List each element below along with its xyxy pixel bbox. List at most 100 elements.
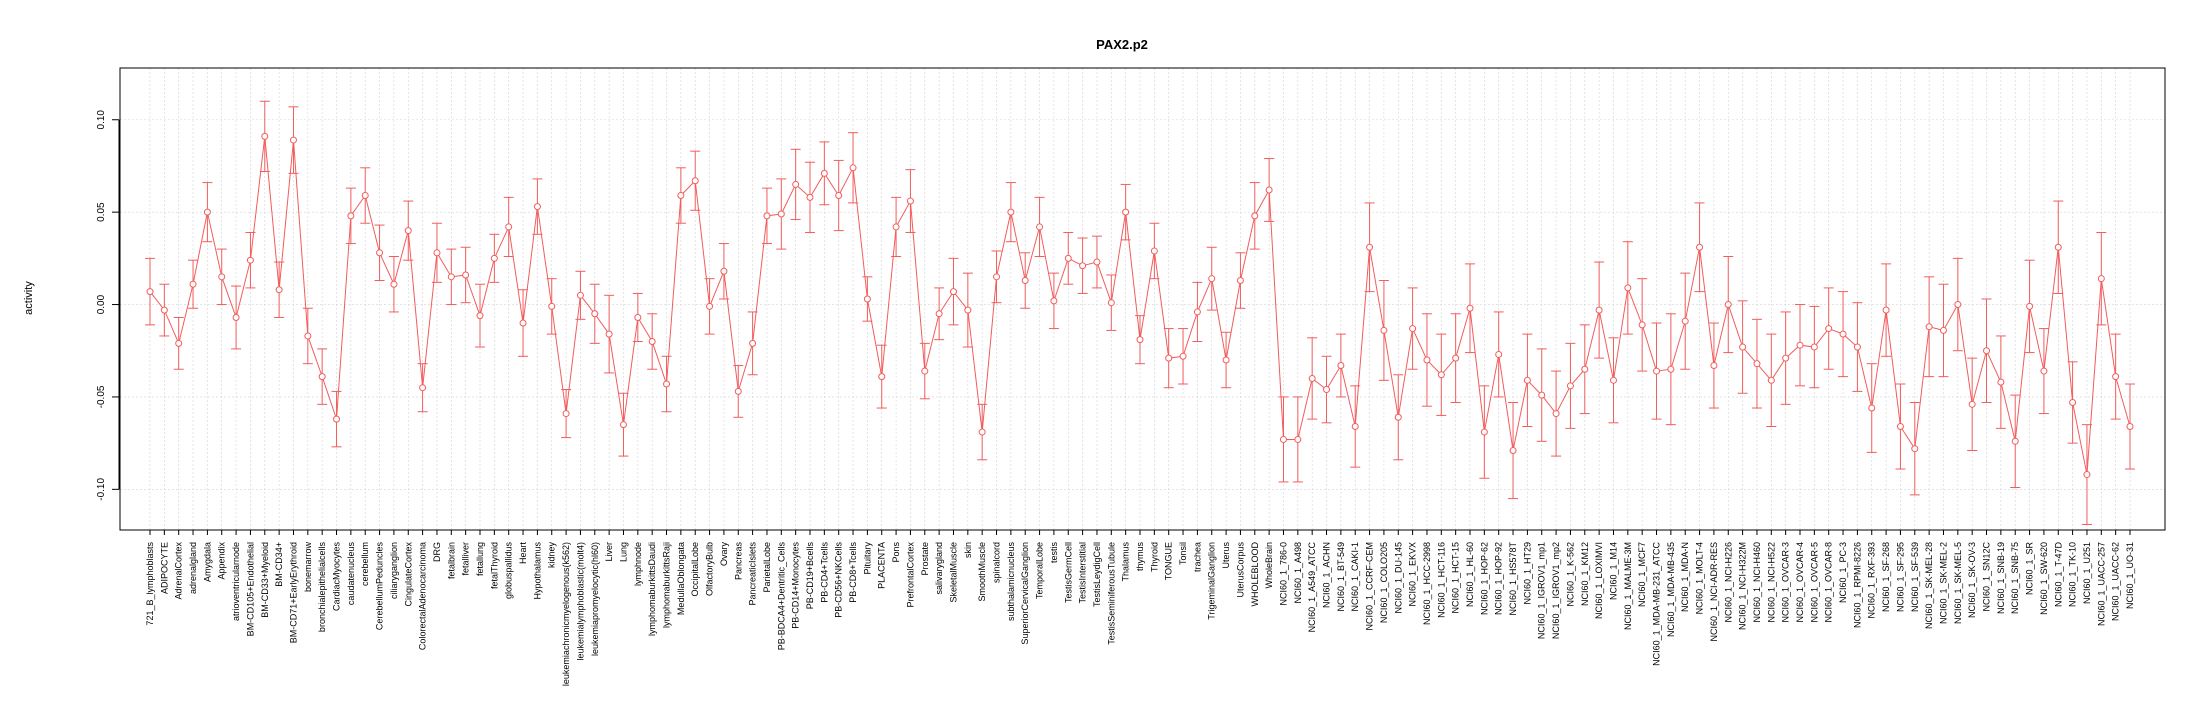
x-tick-label: PrefrontalCortex	[905, 542, 915, 608]
data-point	[2069, 398, 2077, 406]
data-point	[1337, 362, 1345, 370]
x-tick-label: Uterus	[1221, 542, 1231, 569]
data-point	[1538, 391, 1546, 399]
x-tick-label: NCI60_1_OVCAR-4	[1795, 542, 1805, 623]
x-tick-label: NCI60_1_TK-10	[2068, 542, 2078, 607]
data-point	[1394, 413, 1402, 421]
x-tick-label: TestisSeminiferousTubule	[1106, 542, 1116, 645]
x-tick-label: NCI60_1_COLO205	[1379, 542, 1389, 623]
data-point	[1136, 336, 1144, 344]
x-tick-label: SkeletalMuscle	[948, 542, 958, 603]
data-point	[648, 338, 656, 346]
data-point	[1236, 277, 1244, 285]
x-tick-label: lymphomaburkittsDaudi	[647, 542, 657, 636]
x-tick-label: leukemiapromyelocytic(hl60)	[590, 542, 600, 656]
x-tick-label: leukemiachronicmyelogenous(k562)	[561, 542, 571, 686]
x-tick-label: fetalThyroid	[489, 542, 499, 589]
x-tick-label: NCI60_1_EKVX	[1408, 542, 1418, 607]
x-tick-label: subthalamicnucleus	[1006, 542, 1016, 622]
x-tick-label: NCI60_1_U251	[2082, 542, 2092, 604]
data-point	[462, 271, 470, 279]
x-tick-label: PB-CD8+Tcells	[848, 542, 858, 603]
x-tick-label: NCI60_1_RPMI-8226	[1852, 542, 1862, 628]
x-tick-label: NCI60_1_NCI-H460	[1752, 542, 1762, 623]
data-point	[1294, 435, 1302, 443]
data-point	[835, 192, 843, 200]
data-point	[1036, 223, 1044, 231]
x-tick-label: NCI60_1_BT-549	[1336, 542, 1346, 612]
data-point	[749, 339, 757, 347]
x-tick-label: Pons	[891, 542, 901, 563]
data-point	[1495, 350, 1503, 358]
x-tick-label: NCI60_1_HT29	[1522, 542, 1532, 605]
data-point	[1595, 306, 1603, 314]
x-tick-label: TestisLeydigCell	[1092, 542, 1102, 607]
data-point	[1021, 277, 1029, 285]
y-tick-label: -0.10	[96, 478, 107, 501]
x-tick-label: NCI60_1_SNB-19	[1996, 542, 2006, 614]
data-point	[1251, 212, 1259, 220]
data-point	[1380, 326, 1388, 334]
x-tick-label: TemporalLobe	[1035, 542, 1045, 599]
y-tick-label: -0.05	[96, 385, 107, 408]
x-tick-label: skin	[963, 542, 973, 558]
x-tick-label: PB-CD4+Tcells	[819, 542, 829, 603]
x-tick-label: Lung	[618, 542, 628, 562]
x-tick-label: NCI60_1_786-0	[1278, 542, 1288, 606]
x-tick-label: NCI60_1_SNB-75	[2010, 542, 2020, 614]
x-tick-label: kidney	[547, 542, 557, 569]
data-point	[2040, 367, 2048, 375]
x-tick-label: NCI60_1_UACC-62	[2111, 542, 2121, 621]
data-point	[605, 330, 613, 338]
data-point	[404, 227, 412, 235]
data-point	[505, 223, 513, 231]
data-points	[146, 132, 2134, 479]
data-point	[261, 132, 269, 140]
data-point	[1107, 299, 1115, 307]
x-tick-label: fetalbrain	[446, 542, 456, 579]
data-point	[1366, 243, 1374, 251]
x-tick-label: NCI60_1_CCRF-CEM	[1365, 542, 1375, 631]
data-point	[2083, 471, 2091, 479]
data-point	[376, 249, 384, 257]
data-point	[419, 384, 427, 392]
data-point	[1753, 360, 1761, 368]
x-tick-label: TestisInterstitial	[1078, 542, 1088, 604]
y-tick-label: 0.10	[96, 110, 107, 130]
x-tick-label: SuperiorCervicalGanglion	[1020, 542, 1030, 645]
x-tick-label: NCI60_1_HCT-15	[1451, 542, 1461, 614]
x-tick-label: thymus	[1135, 542, 1145, 572]
data-point	[777, 210, 785, 218]
x-tick-label: NCI60_1_NCI-H322M	[1738, 542, 1748, 630]
data-point	[1983, 347, 1991, 355]
data-point	[1782, 354, 1790, 362]
data-point	[1911, 445, 1919, 453]
x-tick-label: Appendix	[217, 542, 227, 580]
chart-title: PAX2.p2	[1096, 37, 1148, 52]
x-tick-label: Thalamus	[1121, 542, 1131, 582]
x-tick-label: Amygdala	[202, 542, 212, 582]
data-point	[1308, 374, 1316, 382]
data-point	[820, 169, 828, 177]
x-tick-label: PB-CD56+NKCells	[834, 542, 844, 618]
data-point	[1825, 325, 1833, 333]
data-point	[189, 280, 197, 288]
x-tick-label: testis	[1049, 542, 1059, 564]
data-point	[1710, 362, 1718, 370]
data-point	[1739, 343, 1747, 351]
x-tick-label: MedullaOblongata	[676, 542, 686, 615]
x-tick-label: OlfactoryBulb	[705, 542, 715, 596]
data-point	[347, 212, 355, 220]
data-point	[1638, 321, 1646, 329]
x-tick-label: bronchialepithelialcells	[317, 542, 327, 633]
x-tick-label: NCI60_1_SK-MEL-5	[1953, 542, 1963, 624]
data-point	[1839, 330, 1847, 338]
x-tick-label: TONGUE	[1164, 542, 1174, 580]
data-point	[1179, 352, 1187, 360]
data-point	[892, 223, 900, 231]
x-tick-label: trachea	[1192, 542, 1202, 572]
x-tick-label: NCI60_1_NCI-H226	[1723, 542, 1733, 623]
x-tick-label: NCI60_1_SN12C	[1982, 542, 1992, 612]
